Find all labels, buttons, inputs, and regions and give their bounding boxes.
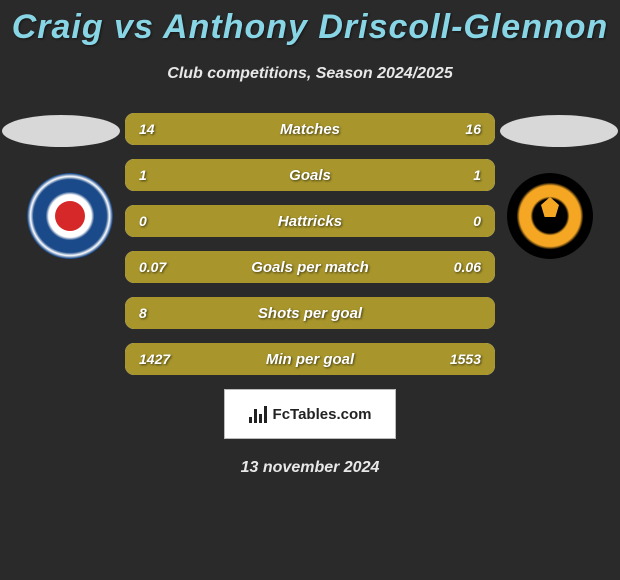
stat-value-right: 16 (465, 121, 481, 137)
stat-row: 8 Shots per goal (125, 297, 495, 329)
stat-row: 0.07 Goals per match 0.06 (125, 251, 495, 283)
stat-row: 1427 Min per goal 1553 (125, 343, 495, 375)
club-badge-left (27, 173, 113, 259)
stat-label: Goals per match (251, 259, 369, 276)
stats-table: 14 Matches 16 1 Goals 1 0 Hattricks 0 0.07 Goals p… (125, 113, 495, 375)
stat-row: 14 Matches 16 (125, 113, 495, 145)
date-label: 13 november 2024 (0, 459, 620, 477)
stat-fill-right (310, 159, 495, 191)
stat-value-left: 0 (139, 213, 147, 229)
player-disc-right (500, 115, 618, 147)
stat-value-left: 0.07 (139, 259, 166, 275)
stat-label: Hattricks (278, 213, 342, 230)
stat-label: Min per goal (266, 351, 354, 368)
logo-text: FcTables.com (273, 406, 372, 423)
stat-label: Shots per goal (258, 305, 362, 322)
stat-value-right: 1553 (450, 351, 481, 367)
chart-icon (249, 406, 267, 423)
stat-value-right: 1 (473, 167, 481, 183)
stat-row: 1 Goals 1 (125, 159, 495, 191)
stat-label: Goals (289, 167, 331, 184)
stat-value-left: 1427 (139, 351, 170, 367)
subtitle: Club competitions, Season 2024/2025 (0, 65, 620, 83)
comparison-area: 14 Matches 16 1 Goals 1 0 Hattricks 0 0.07 Goals p… (0, 113, 620, 375)
stat-value-left: 1 (139, 167, 147, 183)
club-badge-right (507, 173, 593, 259)
stat-row: 0 Hattricks 0 (125, 205, 495, 237)
page-title: Craig vs Anthony Driscoll-Glennon (0, 0, 620, 47)
player-disc-left (2, 115, 120, 147)
stat-label: Matches (280, 121, 340, 138)
site-logo: FcTables.com (224, 389, 396, 439)
stat-value-left: 14 (139, 121, 155, 137)
stat-fill-left (125, 159, 310, 191)
stat-value-left: 8 (139, 305, 147, 321)
stat-value-right: 0 (473, 213, 481, 229)
stat-value-right: 0.06 (454, 259, 481, 275)
